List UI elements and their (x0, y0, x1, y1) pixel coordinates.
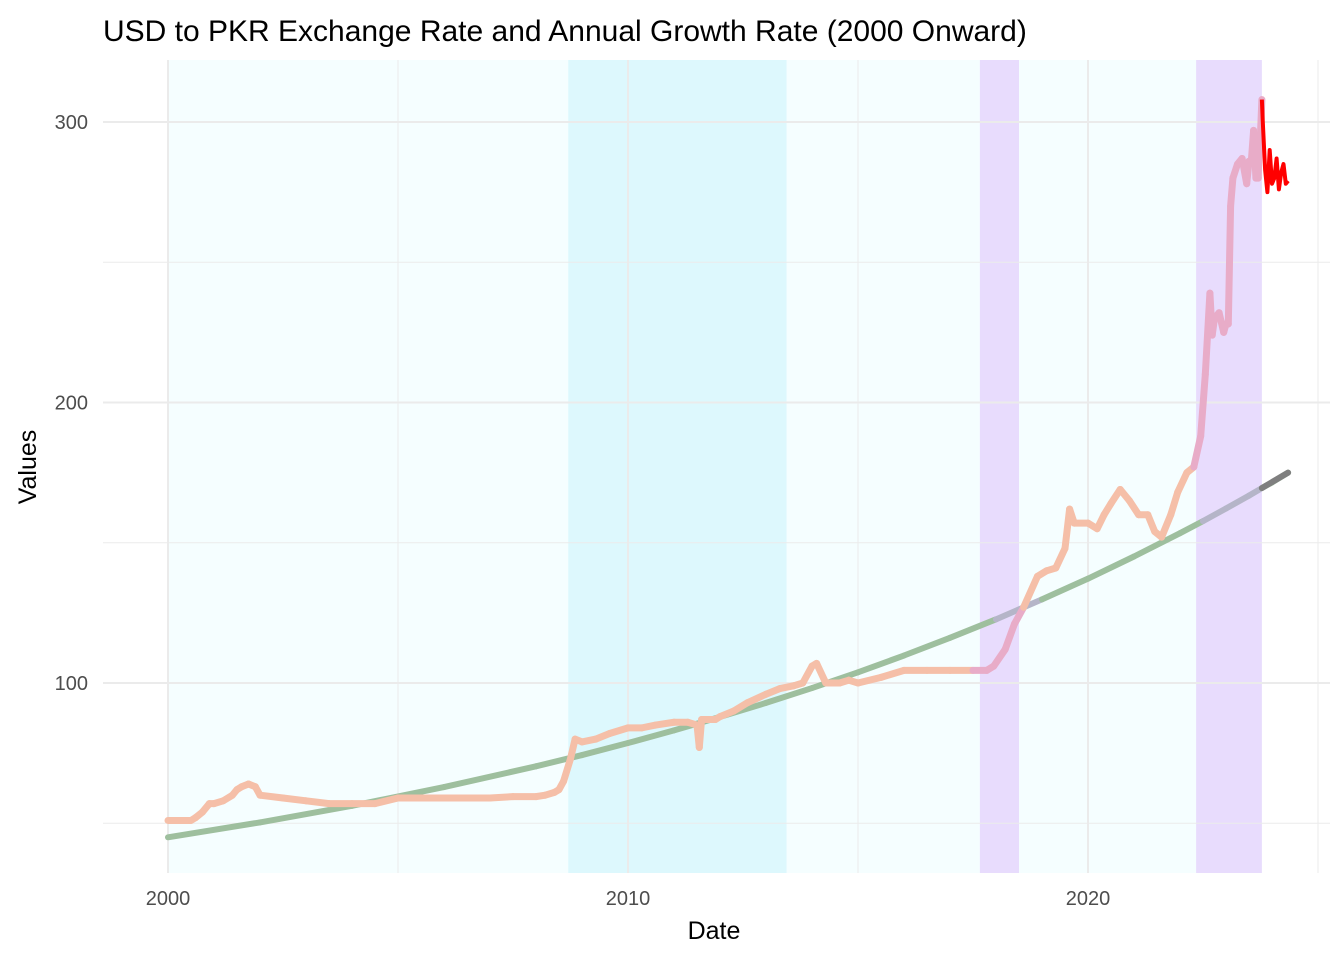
shaded-period-3 (786, 60, 980, 873)
exchange-rate-line-segment (302, 797, 333, 808)
exchange-rate-line-segment (1190, 432, 1205, 471)
trend-line-segment (625, 727, 677, 747)
y-axis-ticks: 100 200 300 (55, 112, 88, 695)
shaded-period-6 (1196, 60, 1262, 873)
x-tick-label: 2000 (146, 888, 191, 910)
shaded-period-1 (168, 60, 569, 873)
exchange-rate-line-segment (695, 715, 706, 752)
chart-title: USD to PKR Exchange Rate and Annual Grow… (103, 15, 1027, 48)
trend-line-segment (579, 740, 631, 759)
trend-line-segment (1131, 530, 1183, 560)
exchange-rate-line-segment (1243, 157, 1253, 188)
trend-line-latest (1258, 469, 1292, 492)
y-tick-label: 300 (55, 112, 88, 134)
exchange-rate-line-segment (1167, 488, 1182, 519)
trend-line-segment (441, 763, 539, 791)
exchange-rate-line-segment (877, 666, 908, 681)
data-lines (164, 96, 1292, 841)
trend-line-segment (1177, 518, 1206, 537)
y-tick-label: 200 (55, 393, 88, 415)
exchange-rate-line-segment (1001, 620, 1018, 653)
trend-line-segment (947, 616, 999, 641)
exchange-rate-line-segment (1174, 469, 1191, 496)
shaded-period-4 (979, 60, 1019, 873)
trend-line-segment (257, 802, 355, 826)
exchange-rate-line-segment (560, 755, 574, 785)
trend-line-segment (855, 652, 907, 676)
trend-line-segment (1039, 575, 1091, 603)
trend-line-segment (901, 634, 953, 659)
x-tick-label: 2020 (1066, 888, 1111, 910)
trend-line-segment (1085, 553, 1137, 582)
trend-line-segment (763, 685, 815, 706)
exchange-rate-line-segment (813, 659, 830, 687)
exchange-rate-line-segment (1224, 202, 1235, 328)
exchange-rate-line-segment (371, 794, 402, 808)
grid-lines (103, 60, 1330, 873)
exchange-rate-line-segment (1158, 511, 1175, 541)
y-axis-title: Values (14, 430, 42, 505)
exchange-rate-line-segment (279, 794, 310, 805)
trend-line-segment (1200, 505, 1229, 525)
y-tick-label: 100 (55, 673, 88, 695)
exchange-rate-line-segment (1020, 572, 1041, 611)
x-tick-label: 2010 (606, 888, 651, 910)
shaded-periods (168, 60, 1262, 873)
exchange-rate-line-segment (1227, 174, 1237, 210)
exchange-rate-line-segment (256, 791, 287, 802)
x-axis-title: Date (688, 917, 741, 945)
exchange-rate-line-segment (486, 793, 517, 802)
exchange-rate-line-segment (854, 673, 885, 687)
exchange-rate-line-segment (1197, 370, 1209, 440)
trend-line-segment (165, 819, 263, 841)
trend-line-segment (1223, 492, 1252, 512)
x-axis-ticks: 2000 2010 2020 (146, 888, 1111, 910)
exchange-rate-line-segment (1052, 544, 1069, 572)
shaded-period-5 (1019, 60, 1197, 873)
exchange-rate-latest-line (1259, 99, 1290, 195)
exchange-rate-line-segment (1254, 140, 1263, 182)
